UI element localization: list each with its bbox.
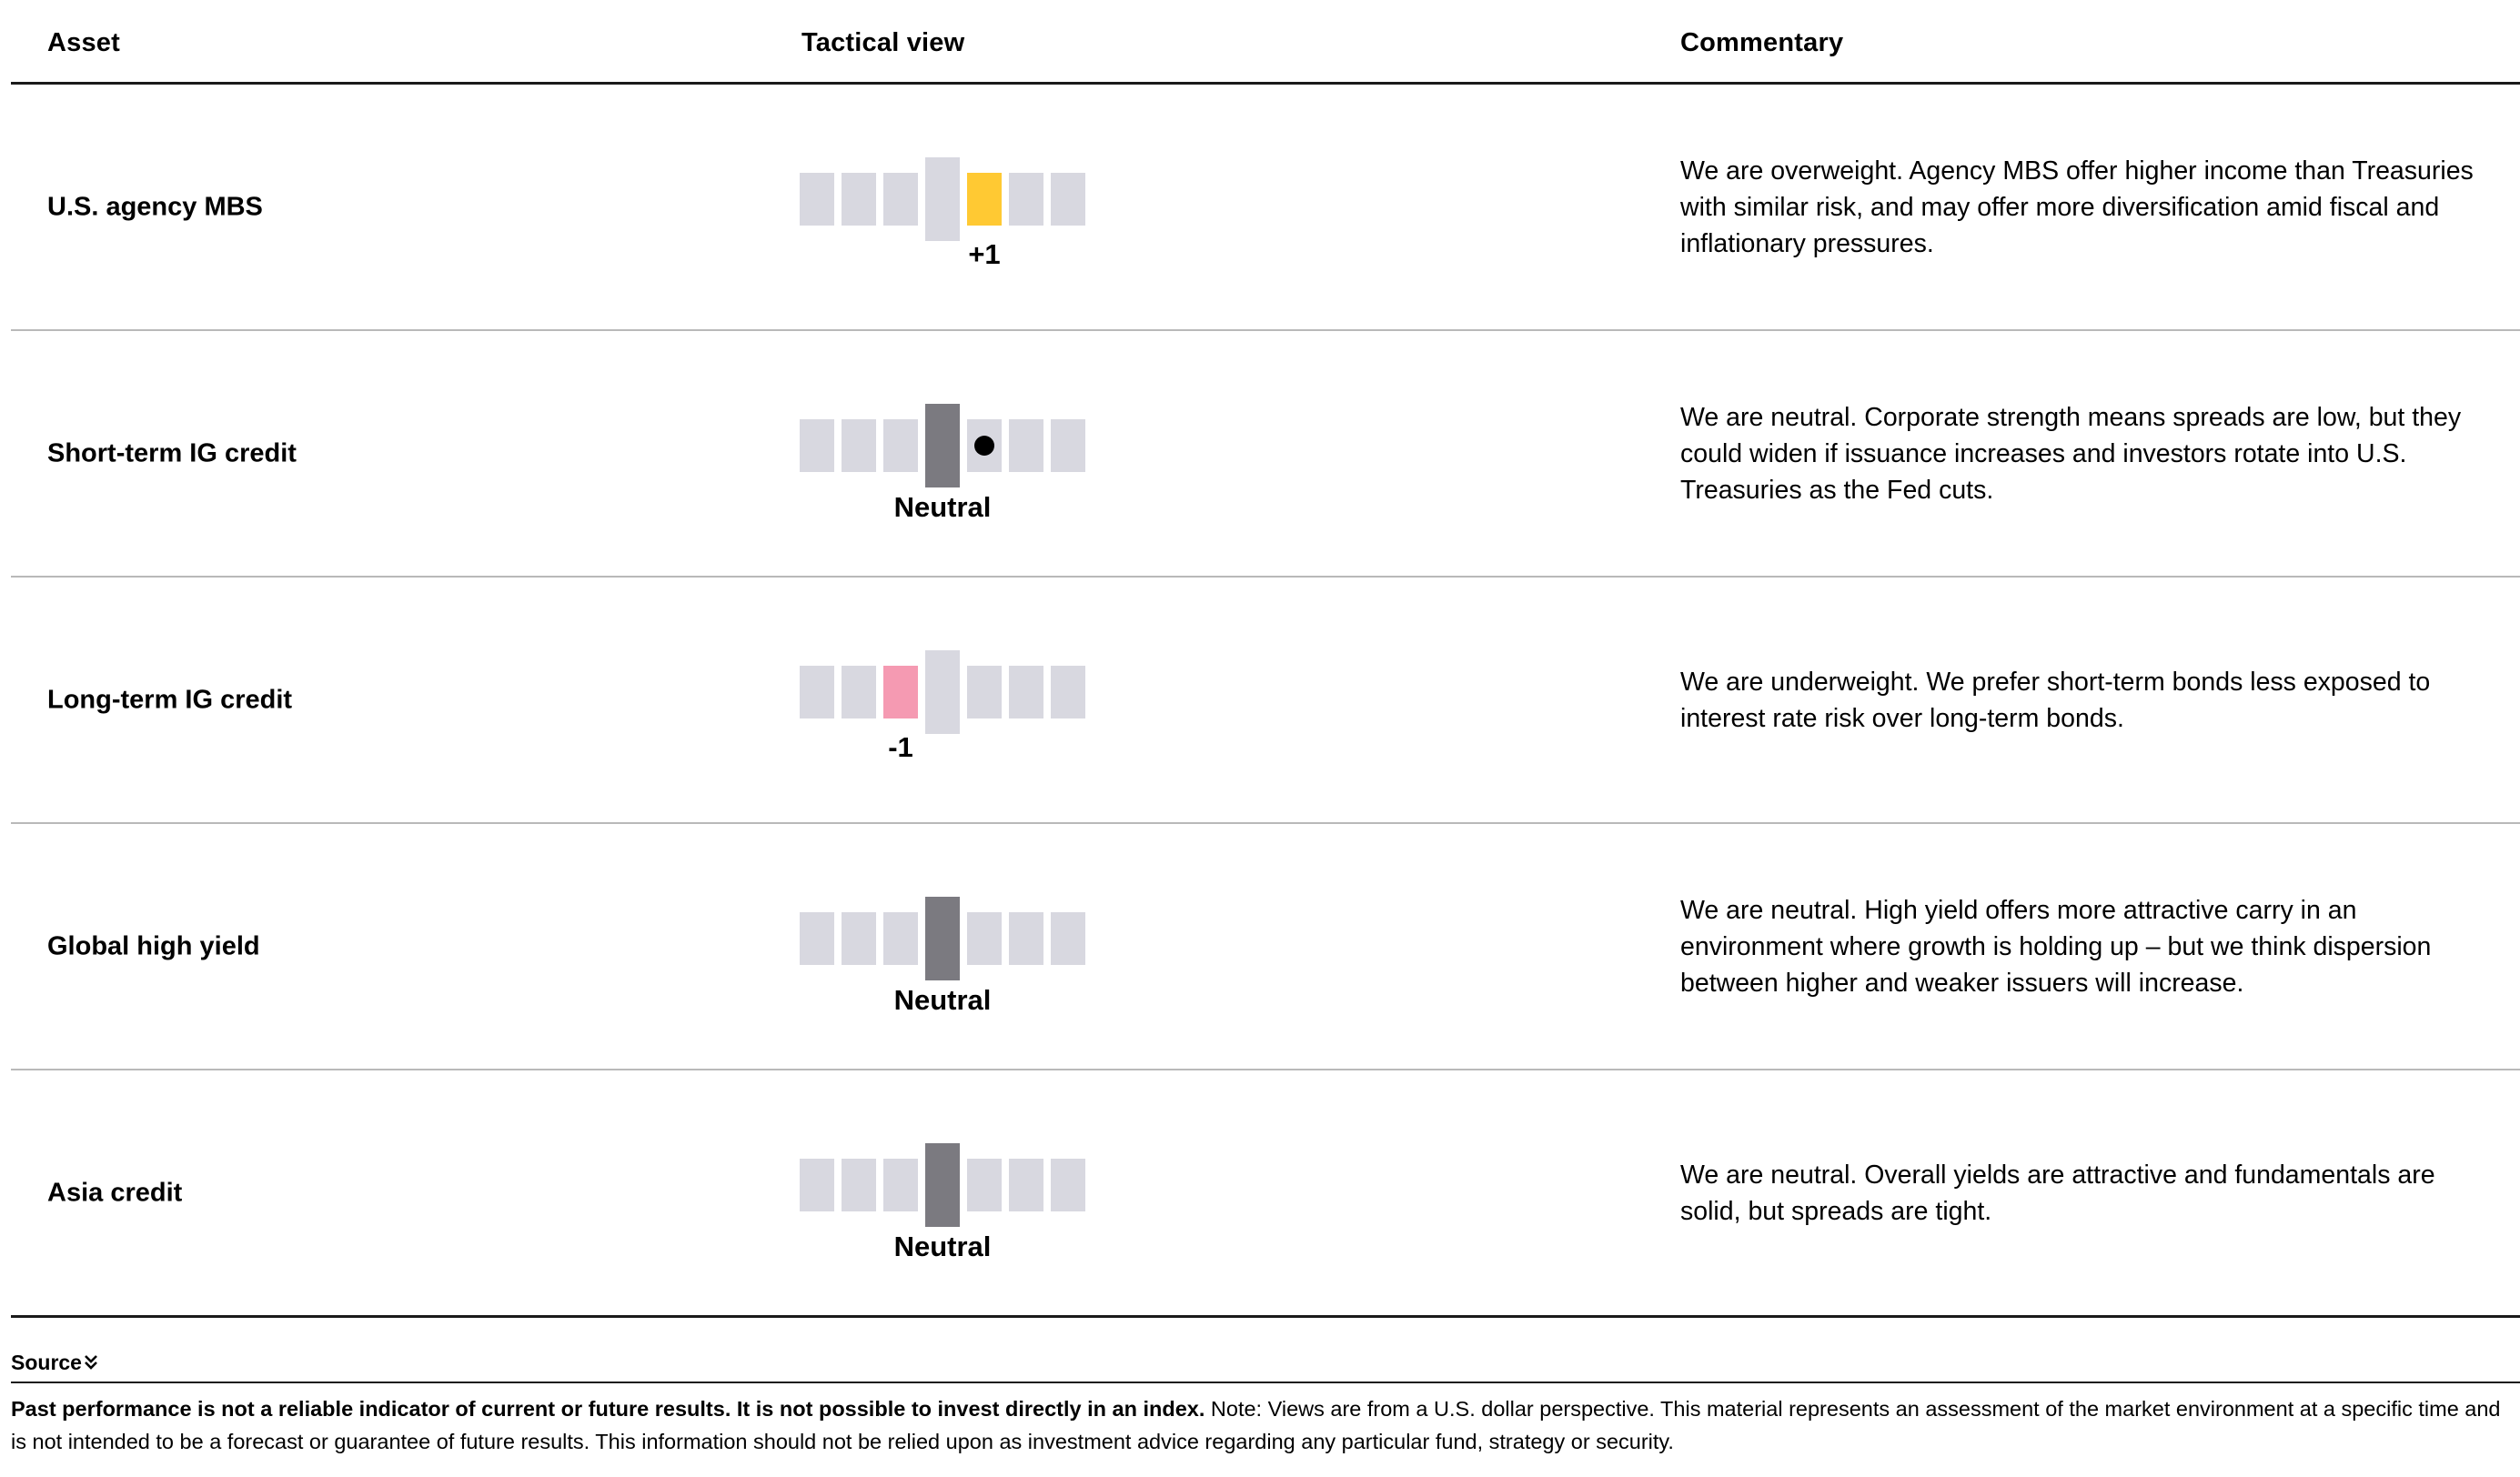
scale-segment <box>1009 1159 1043 1211</box>
scale-segment-selected <box>925 897 960 980</box>
table-row: Global high yield Neutral We are neutral… <box>11 824 2520 1070</box>
header-asset: Asset <box>47 28 120 57</box>
tactical-view-label: Neutral <box>893 984 992 1016</box>
commentary-text: We are underweight. We prefer short-term… <box>1680 667 2431 733</box>
commentary-text: We are neutral. Corporate strength means… <box>1680 402 2462 505</box>
header-tactical-view: Tactical view <box>801 28 965 57</box>
scale-segment <box>1051 912 1085 965</box>
source-toggle-row: Source <box>11 1318 2520 1383</box>
scale-segment-neutral <box>925 157 960 241</box>
tactical-view-scale: Neutral <box>800 331 1091 576</box>
scale-segment <box>1051 419 1085 472</box>
asset-name: Short-term IG credit <box>47 438 297 467</box>
asset-name: Asia credit <box>47 1178 183 1207</box>
tactical-view-label: Neutral <box>893 491 992 523</box>
scale-segment-neutral <box>925 650 960 734</box>
scale-segment <box>967 912 1002 965</box>
tactical-view-label: -1 <box>888 731 913 763</box>
table-row: Long-term IG credit -1 We are underweigh… <box>11 578 2520 824</box>
scale-segment <box>842 1159 876 1211</box>
source-label: Source <box>11 1351 82 1374</box>
commentary-text: We are neutral. Overall yields are attra… <box>1680 1160 2435 1226</box>
table-header: Asset Tactical view Commentary <box>11 0 2520 85</box>
scale-segment <box>967 666 1002 718</box>
scale-segment <box>883 173 918 226</box>
tactical-view-label: Neutral <box>893 1231 992 1262</box>
scale-segment-selected <box>925 404 960 487</box>
scale-segment <box>800 912 834 965</box>
scale-segment <box>800 1159 834 1211</box>
scale-segment <box>800 666 834 718</box>
scale-segment <box>1051 666 1085 718</box>
scale-segment <box>1009 912 1043 965</box>
tactical-view-scale: Neutral <box>800 824 1091 1069</box>
scale-segment-selected <box>967 173 1002 226</box>
scale-segment <box>842 173 876 226</box>
scale-segment <box>1009 666 1043 718</box>
scale-segment <box>1051 173 1085 226</box>
scale-segment-selected <box>883 666 918 718</box>
disclaimer-text: Note: Views are from a U.S. dollar persp… <box>11 1397 2501 1453</box>
disclaimer-footnote: Past performance is not a reliable indic… <box>11 1392 2508 1458</box>
commentary-text: We are overweight. Agency MBS offer high… <box>1680 156 2474 258</box>
asset-name: U.S. agency MBS <box>47 192 263 221</box>
indicator-dot <box>974 436 994 456</box>
tactical-view-scale: Neutral <box>800 1070 1091 1315</box>
scale-segment <box>842 666 876 718</box>
disclaimer-bold: Past performance is not a reliable indic… <box>11 1397 1205 1421</box>
double-chevron-down-icon <box>84 1351 98 1376</box>
scale-segment <box>800 173 834 226</box>
scale-segment <box>800 419 834 472</box>
header-commentary: Commentary <box>1680 28 1844 57</box>
table-row: Short-term IG credit Neutral We are neut… <box>11 331 2520 578</box>
table-row: Asia credit Neutral We are neutral. Over… <box>11 1070 2520 1318</box>
tactical-view-scale: +1 <box>800 85 1091 329</box>
scale-segment <box>842 419 876 472</box>
table-row: U.S. agency MBS +1 We are overweight. Ag… <box>11 85 2520 331</box>
tactical-view-label: +1 <box>968 238 1001 270</box>
scale-segment <box>1051 1159 1085 1211</box>
tactical-view-scale: -1 <box>800 578 1091 822</box>
scale-segment <box>1009 173 1043 226</box>
scale-segment <box>967 1159 1002 1211</box>
tactical-views-table: Asset Tactical view Commentary U.S. agen… <box>11 0 2520 1458</box>
asset-name: Long-term IG credit <box>47 685 293 714</box>
scale-segment <box>883 1159 918 1211</box>
commentary-text: We are neutral. High yield offers more a… <box>1680 895 2432 998</box>
scale-segment-selected <box>925 1143 960 1227</box>
scale-segment <box>842 912 876 965</box>
asset-name: Global high yield <box>47 931 260 960</box>
source-toggle[interactable]: Source <box>11 1351 98 1376</box>
scale-segment <box>883 419 918 472</box>
scale-segment <box>883 912 918 965</box>
scale-segment <box>1009 419 1043 472</box>
